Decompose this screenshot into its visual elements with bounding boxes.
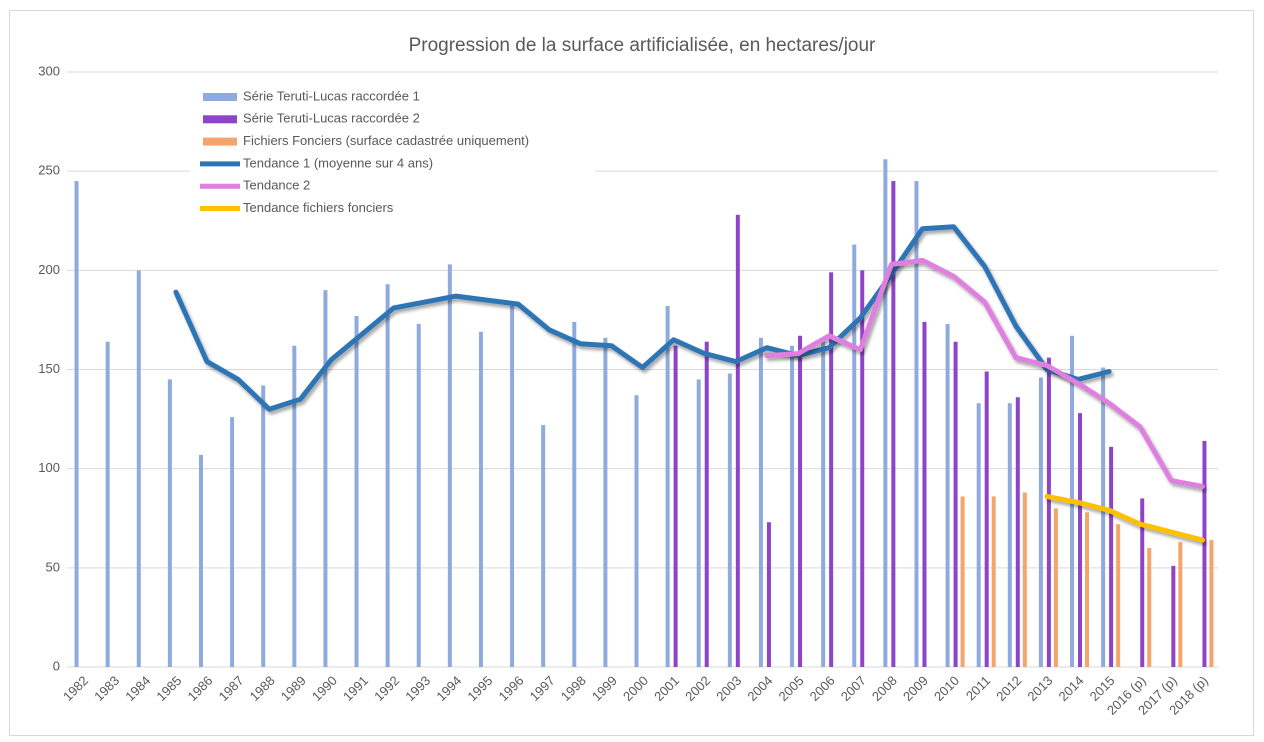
legend: Série Teruti-Lucas raccordée 1 Série Teru… [200, 88, 529, 215]
bar [673, 345, 678, 667]
y-tick-label: 0 [53, 658, 60, 673]
legend-box [190, 84, 595, 218]
bar [478, 331, 483, 667]
bar [1116, 524, 1121, 667]
legend-label: Fichiers Fonciers (surface cadastrée uni… [243, 133, 529, 148]
bar [991, 496, 996, 667]
bar [1022, 492, 1027, 667]
y-tick-label: 150 [38, 361, 60, 376]
y-tick-label: 100 [38, 460, 60, 475]
bar [74, 181, 79, 668]
bar [914, 181, 919, 668]
legend-label: Série Teruti-Lucas raccordée 2 [243, 111, 420, 126]
bar [696, 379, 701, 667]
lines [173, 224, 1205, 543]
bar [1109, 446, 1114, 667]
bar [852, 244, 857, 668]
legend-swatch [203, 93, 237, 101]
bar [704, 341, 709, 667]
bar [1015, 397, 1020, 667]
bar [953, 341, 958, 667]
bar [105, 341, 110, 667]
bar [198, 454, 203, 667]
y-tick-label: 200 [38, 262, 60, 277]
bar [945, 323, 950, 667]
bar [1209, 540, 1214, 667]
bar [1140, 498, 1145, 667]
bar [1046, 357, 1051, 667]
trend-line [1044, 493, 1205, 543]
bar [1171, 565, 1176, 667]
bar [1038, 377, 1043, 667]
bar [572, 321, 577, 667]
bar [510, 306, 515, 667]
bar [891, 181, 896, 668]
bar [416, 323, 421, 667]
bar [976, 403, 981, 667]
y-tick-label: 250 [38, 163, 60, 178]
bar [790, 345, 795, 667]
bar [447, 264, 452, 667]
bar [960, 496, 965, 667]
legend-label: Série Teruti-Lucas raccordée 1 [243, 88, 420, 103]
bar [1101, 367, 1106, 667]
bar [758, 337, 763, 667]
bar [727, 373, 732, 667]
bars [74, 159, 1214, 668]
y-tick-label: 50 [46, 559, 60, 574]
bar [984, 371, 989, 667]
bar [1178, 542, 1183, 667]
legend-label: Tendance 2 [243, 178, 310, 193]
bar [292, 345, 297, 667]
legend-swatch [203, 137, 237, 146]
bar [1078, 413, 1083, 667]
trend-line [173, 224, 1112, 412]
bar [1147, 548, 1152, 667]
bar [860, 270, 865, 667]
bar [323, 290, 328, 667]
bar [883, 159, 888, 667]
legend-label: Tendance 1 (moyenne sur 4 ans) [243, 155, 433, 170]
bar [798, 335, 803, 667]
bar [829, 272, 834, 667]
legend-swatch [203, 115, 237, 124]
bar [541, 425, 546, 667]
bar [1085, 512, 1090, 667]
bar [167, 379, 172, 667]
bar [922, 321, 927, 667]
legend-label: Tendance fichiers fonciers [243, 200, 394, 215]
bar [634, 395, 639, 667]
bar [1007, 403, 1012, 667]
bar [1053, 508, 1058, 667]
bar [766, 522, 771, 667]
bar [354, 315, 359, 667]
bar [735, 214, 740, 668]
trend-line [764, 257, 1205, 489]
bar [385, 284, 390, 667]
bar [1202, 440, 1207, 667]
bar [603, 337, 608, 667]
bar [136, 270, 141, 667]
bar [230, 417, 235, 667]
y-tick-label: 300 [38, 63, 60, 78]
chart-title: Progression de la surface artificialisée… [409, 35, 876, 56]
bar [821, 339, 826, 667]
bar [261, 385, 266, 667]
bar [665, 306, 670, 667]
